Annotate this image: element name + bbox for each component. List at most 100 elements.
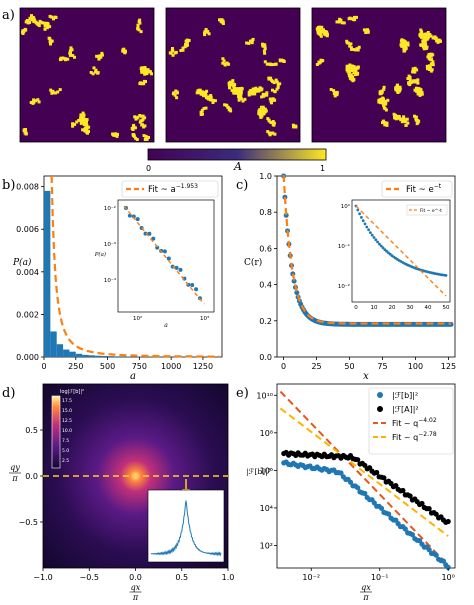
cluster-cell [53, 16, 57, 19]
inset-point [379, 244, 383, 248]
cluster-cell [392, 112, 396, 116]
data-point [294, 290, 300, 296]
x-tick-label: 1.0 [222, 573, 235, 582]
cluster-cell [138, 114, 142, 117]
inset-x-tick: 40 [425, 305, 432, 311]
cluster-cell [321, 30, 325, 34]
cluster-cell [185, 40, 189, 43]
cluster-cell [147, 70, 151, 74]
cluster-cell [211, 101, 215, 104]
cluster-cell [270, 100, 273, 103]
cluster-cell [430, 68, 434, 72]
data-point-A [445, 518, 451, 525]
cluster-cell [252, 89, 256, 93]
x-tick-label: 1000 [161, 362, 181, 371]
cluster-cell [345, 41, 349, 45]
cluster-cell [393, 114, 397, 118]
cluster-cell [199, 91, 203, 94]
inset-spectrum-line [151, 500, 222, 557]
cluster-cell [274, 62, 277, 66]
cluster-cell [384, 102, 388, 106]
cluster-cell [140, 66, 144, 70]
inset-x-tick: 10³ [200, 315, 209, 322]
cluster-cell [136, 23, 140, 27]
cluster-cell [140, 68, 144, 72]
cluster-cell [61, 56, 65, 60]
cluster-cell [411, 69, 415, 73]
cluster-cell [431, 36, 435, 40]
cluster-cell [134, 136, 138, 140]
cluster-cell [44, 22, 48, 26]
panel-label-c: c) [236, 178, 248, 193]
cluster-cell [346, 65, 350, 69]
inset-x-tick: 10 [371, 305, 378, 311]
cluster-cell [209, 98, 213, 102]
cluster-cell [400, 38, 404, 42]
colorbar-symbol: A [233, 160, 242, 173]
cluster-cell [364, 31, 368, 34]
cluster-cell [173, 93, 177, 97]
cluster-cell [415, 68, 419, 72]
cluster-cell [271, 123, 275, 127]
cluster-cell [202, 92, 206, 96]
cluster-cell [223, 103, 227, 107]
cluster-cell [384, 100, 388, 104]
colorbar-max: 1 [320, 164, 325, 173]
heatmap-colorbar-tick: 7.5 [62, 438, 69, 444]
heatmap-colorbar-tick: 5.0 [62, 448, 69, 454]
y-tick-label: −0.5 [19, 518, 38, 527]
data-point-A [433, 511, 439, 517]
cluster-cell [420, 92, 424, 96]
cluster-cell [427, 54, 431, 58]
cluster-cell [250, 41, 254, 45]
cluster-cell [32, 98, 36, 102]
cluster-cell [143, 116, 147, 120]
cluster-cell [209, 94, 213, 97]
cluster-cell [381, 96, 385, 100]
cluster-cell [263, 45, 267, 49]
cluster-cell [356, 65, 360, 69]
y-tick-label: 0.8 [259, 208, 272, 217]
cluster-cell [184, 44, 188, 48]
cluster-cell [85, 123, 89, 127]
cluster-cell [379, 98, 383, 102]
cluster-cell [429, 62, 433, 66]
cluster-cell [348, 44, 352, 48]
cluster-cell [273, 98, 277, 102]
cluster-cell [263, 110, 267, 114]
cluster-cell [111, 133, 115, 137]
cluster-cell [413, 67, 417, 71]
cluster-cell [56, 90, 60, 94]
cluster-cell [30, 18, 34, 22]
cluster-cell [404, 123, 408, 127]
cluster-cell [258, 110, 262, 113]
cluster-cell [423, 35, 427, 39]
cluster-cell [261, 42, 264, 46]
cluster-cell [227, 83, 231, 87]
cluster-cell [419, 44, 423, 47]
cluster-cell [394, 117, 398, 121]
panel-label-d: d) [2, 386, 15, 401]
cluster-cell [248, 40, 252, 44]
cluster-cell [59, 56, 63, 60]
cluster-cell [355, 15, 358, 19]
cluster-cell [428, 64, 432, 68]
snapshot-panels [19, 7, 447, 143]
cluster-cell [199, 110, 203, 114]
cluster-cell [266, 130, 270, 134]
cluster-cell [408, 76, 412, 79]
cluster-cell [31, 15, 35, 19]
cluster-cell [353, 67, 357, 71]
cluster-cell [100, 51, 104, 55]
cluster-cell [349, 42, 353, 46]
cluster-cell [200, 108, 204, 112]
inset-y-tick: 10⁻² [338, 283, 350, 290]
cluster-cell [96, 71, 100, 75]
cluster-cell [68, 53, 72, 57]
histogram-bar [69, 351, 76, 357]
data-point-A [426, 506, 432, 512]
cluster-cell [172, 91, 176, 95]
x-label-denominator: π [362, 593, 369, 602]
data-point-A [381, 475, 387, 481]
cluster-cell [131, 128, 135, 131]
